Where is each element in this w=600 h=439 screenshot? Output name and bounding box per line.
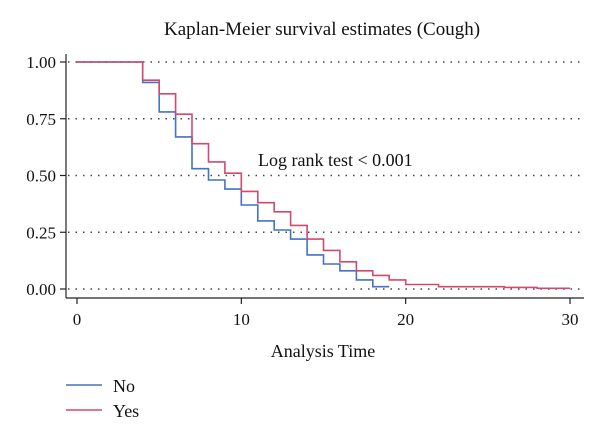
y-tick-label: 0.75	[26, 110, 56, 129]
y-tick-label: 0.00	[26, 280, 56, 299]
y-tick-label: 1.00	[26, 53, 56, 72]
log-rank-annotation: Log rank test < 0.001	[258, 150, 413, 170]
legend-label-no: No	[113, 376, 135, 396]
survival-curve-no	[77, 61, 390, 288]
x-tick-label: 20	[397, 310, 414, 329]
ticks: 0.00 0.25 0.50 0.75 1.00 0 10 20 30	[26, 53, 578, 329]
survival-curve-yes	[77, 61, 570, 290]
grid-lines	[68, 61, 584, 290]
chart-title: Kaplan-Meier survival estimates (Cough)	[164, 19, 480, 40]
x-axis-label: Analysis Time	[271, 341, 376, 361]
legend: No Yes	[66, 376, 139, 421]
x-tick-label: 10	[233, 310, 250, 329]
y-tick-label: 0.50	[26, 167, 56, 186]
legend-label-yes: Yes	[113, 401, 139, 421]
y-tick-label: 0.25	[26, 223, 56, 242]
x-tick-label: 0	[73, 310, 82, 329]
x-tick-label: 30	[562, 310, 579, 329]
survival-curves	[77, 61, 570, 290]
